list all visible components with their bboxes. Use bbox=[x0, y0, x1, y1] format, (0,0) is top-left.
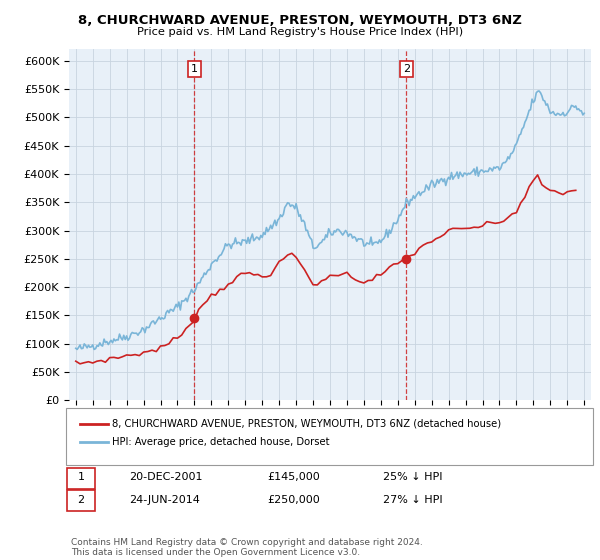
Text: 1: 1 bbox=[77, 472, 85, 482]
Text: 1: 1 bbox=[191, 64, 198, 74]
Text: 8, CHURCHWARD AVENUE, PRESTON, WEYMOUTH, DT3 6NZ (detached house): 8, CHURCHWARD AVENUE, PRESTON, WEYMOUTH,… bbox=[112, 419, 502, 429]
Text: £145,000: £145,000 bbox=[267, 472, 320, 482]
Text: 2: 2 bbox=[403, 64, 410, 74]
Text: 24-JUN-2014: 24-JUN-2014 bbox=[129, 494, 200, 505]
Text: Price paid vs. HM Land Registry's House Price Index (HPI): Price paid vs. HM Land Registry's House … bbox=[137, 27, 463, 38]
Text: 25% ↓ HPI: 25% ↓ HPI bbox=[383, 472, 442, 482]
Text: Contains HM Land Registry data © Crown copyright and database right 2024.
This d: Contains HM Land Registry data © Crown c… bbox=[71, 538, 422, 557]
Text: 20-DEC-2001: 20-DEC-2001 bbox=[129, 472, 203, 482]
Text: 27% ↓ HPI: 27% ↓ HPI bbox=[383, 494, 442, 505]
Text: HPI: Average price, detached house, Dorset: HPI: Average price, detached house, Dors… bbox=[112, 437, 330, 447]
Text: £250,000: £250,000 bbox=[267, 494, 320, 505]
Text: 2: 2 bbox=[77, 494, 85, 505]
Text: 8, CHURCHWARD AVENUE, PRESTON, WEYMOUTH, DT3 6NZ: 8, CHURCHWARD AVENUE, PRESTON, WEYMOUTH,… bbox=[78, 14, 522, 27]
